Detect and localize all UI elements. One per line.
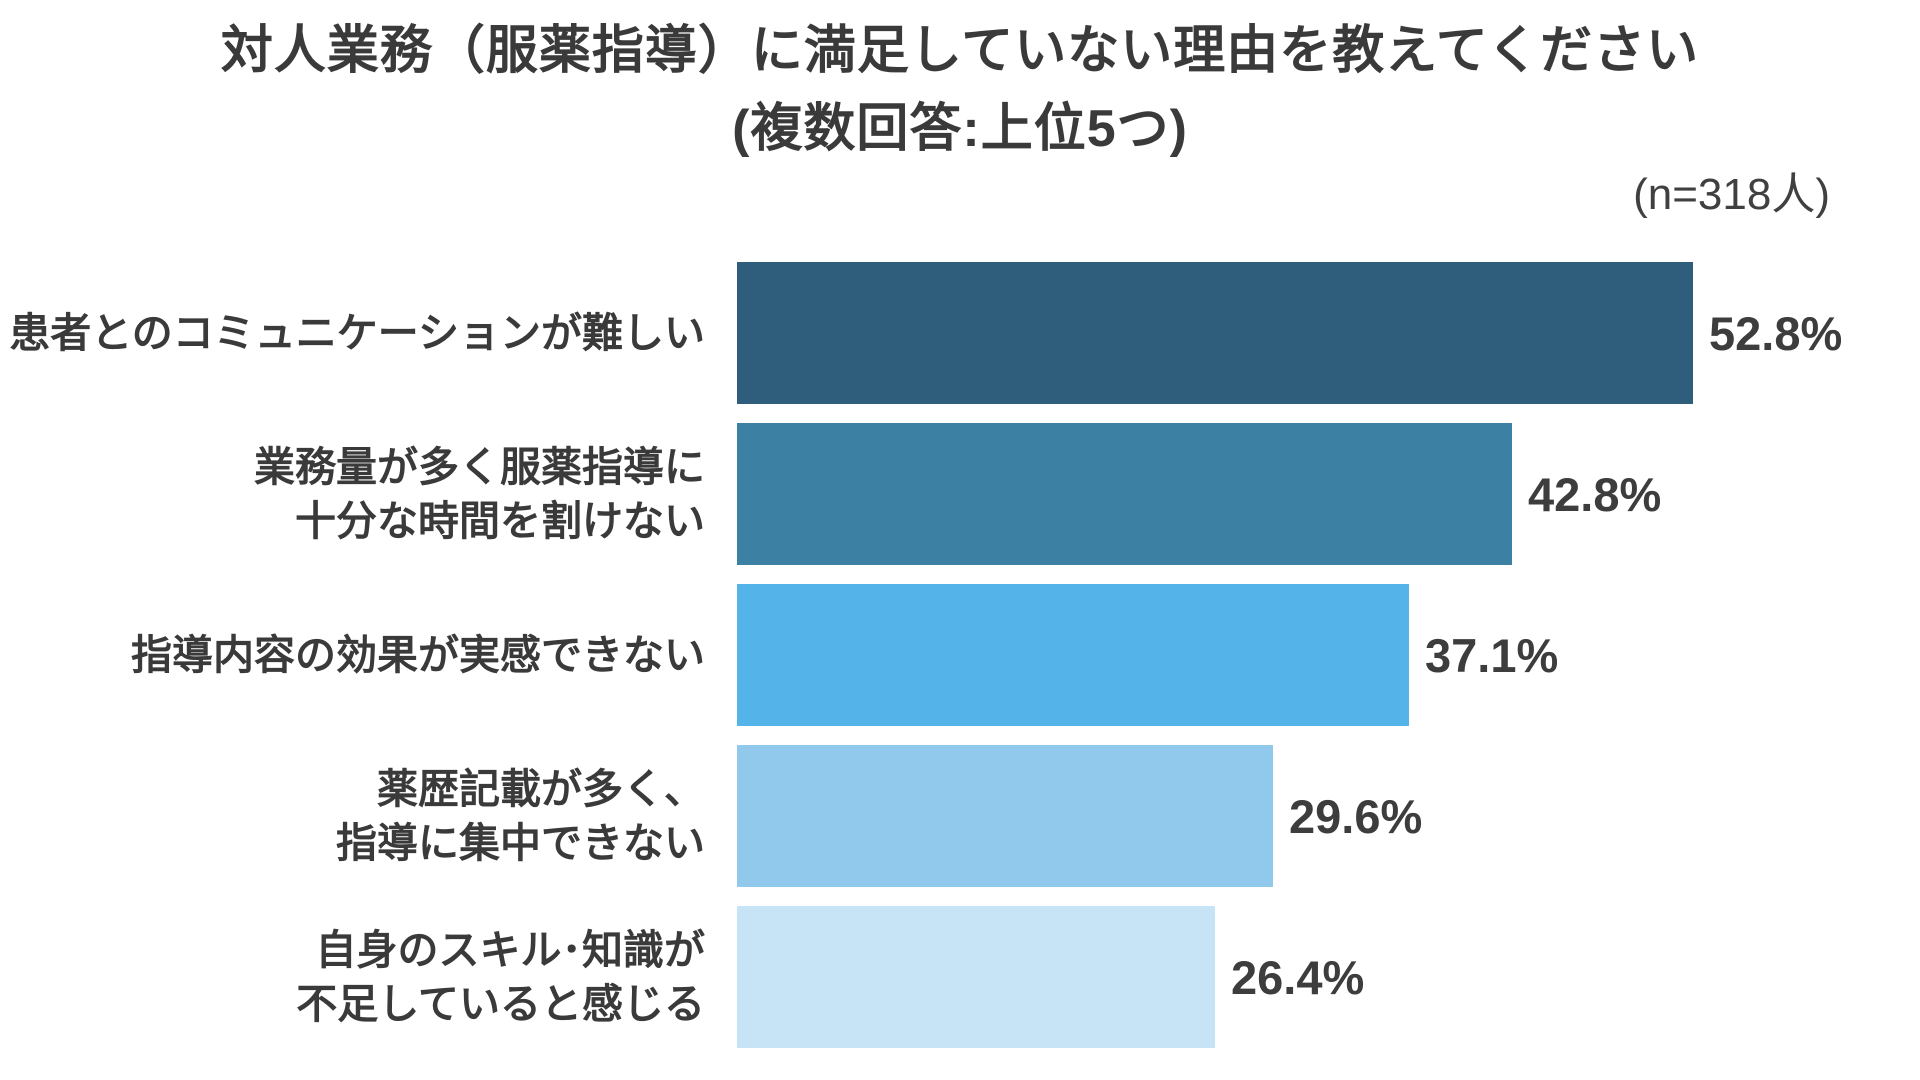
bar-chart: 患者とのコミュニケーションが難しい 52.8% 業務量が多く服薬指導に 十分な時… bbox=[0, 262, 1920, 1067]
category-label: 業務量が多く服薬指導に 十分な時間を割けない bbox=[254, 443, 705, 544]
value-label: 52.8% bbox=[1709, 306, 1843, 360]
bar-track: 42.8% bbox=[737, 423, 1920, 565]
chart-title-line2: (複数回答:上位5つ) bbox=[732, 100, 1188, 158]
value-label: 29.6% bbox=[1289, 789, 1423, 843]
bar-segment bbox=[737, 423, 1512, 565]
bar-track: 37.1% bbox=[737, 584, 1920, 726]
sample-size-note: (n=318人) bbox=[1633, 170, 1830, 219]
bar-row: 患者とのコミュニケーションが難しい 52.8% bbox=[0, 262, 1920, 404]
category-label: 指導内容の効果が実感できない bbox=[131, 631, 705, 678]
bar-segment bbox=[737, 745, 1273, 887]
bar-segment bbox=[737, 262, 1693, 404]
bar-segment bbox=[737, 584, 1409, 726]
category-label: 自身のスキル･知識が 不足していると感じる bbox=[296, 926, 705, 1027]
bar-row: 業務量が多く服薬指導に 十分な時間を割けない 42.8% bbox=[0, 423, 1920, 565]
chart-title-line1: 対人業務（服薬指導）に満足していない理由を教えてください bbox=[220, 22, 1700, 80]
bar-track: 52.8% bbox=[737, 262, 1920, 404]
value-label: 42.8% bbox=[1528, 467, 1662, 521]
bar-segment bbox=[737, 906, 1215, 1048]
bar-row: 指導内容の効果が実感できない 37.1% bbox=[0, 584, 1920, 726]
bar-track: 26.4% bbox=[737, 906, 1920, 1048]
bar-row: 薬歴記載が多く、 指導に集中できない 29.6% bbox=[0, 745, 1920, 887]
value-label: 26.4% bbox=[1231, 950, 1365, 1004]
bar-track: 29.6% bbox=[737, 745, 1920, 887]
chart-title: 対人業務（服薬指導）に満足していない理由を教えてください (複数回答:上位5つ) bbox=[0, 12, 1920, 168]
value-label: 37.1% bbox=[1425, 628, 1559, 682]
bar-row: 自身のスキル･知識が 不足していると感じる 26.4% bbox=[0, 906, 1920, 1048]
category-label: 患者とのコミュニケーションが難しい bbox=[9, 309, 705, 356]
category-label: 薬歴記載が多く、 指導に集中できない bbox=[336, 765, 705, 866]
